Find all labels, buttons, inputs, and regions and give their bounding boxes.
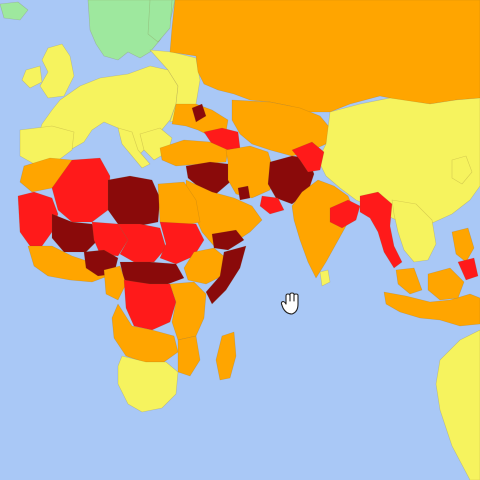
hand-grab-icon [280,292,299,315]
region-pakistan-south[interactable] [259,195,285,215]
region-iceland[interactable] [0,1,29,21]
region-yemen[interactable] [211,229,245,251]
region-korea[interactable] [451,155,473,185]
region-gulf-coast[interactable] [237,185,251,201]
region-mozambique[interactable] [177,335,201,377]
region-somalia[interactable] [205,245,247,305]
region-drc[interactable] [123,279,177,331]
region-indonesia[interactable] [383,291,480,327]
region-iran[interactable] [225,145,275,199]
region-madagascar[interactable] [215,331,237,381]
region-italy[interactable] [117,127,151,169]
region-ethiopia[interactable] [183,247,227,285]
region-turkey[interactable] [159,139,229,167]
region-pakistan-border[interactable] [291,141,325,173]
region-ireland[interactable] [21,65,43,89]
region-syria-iraq[interactable] [185,161,231,195]
region-borneo[interactable] [427,267,465,301]
region-australia[interactable] [435,329,480,480]
region-malaysia[interactable] [395,267,423,295]
region-sri-lanka[interactable] [319,269,331,287]
region-philippines[interactable] [451,227,475,263]
region-finland[interactable] [147,0,173,43]
region-crimea-east[interactable] [191,103,207,123]
region-libya[interactable] [107,175,161,227]
region-mali[interactable] [51,213,99,253]
region-sudan[interactable] [159,221,205,265]
region-iberia[interactable] [19,125,75,165]
region-south-africa[interactable] [117,355,179,413]
region-uk[interactable] [39,43,75,99]
region-indochina[interactable] [391,199,437,263]
region-chad[interactable] [117,223,167,263]
region-myanmar[interactable] [359,191,403,269]
region-india-east[interactable] [329,199,361,229]
region-philippines-south[interactable] [457,257,479,281]
region-cameroon[interactable] [103,265,127,301]
